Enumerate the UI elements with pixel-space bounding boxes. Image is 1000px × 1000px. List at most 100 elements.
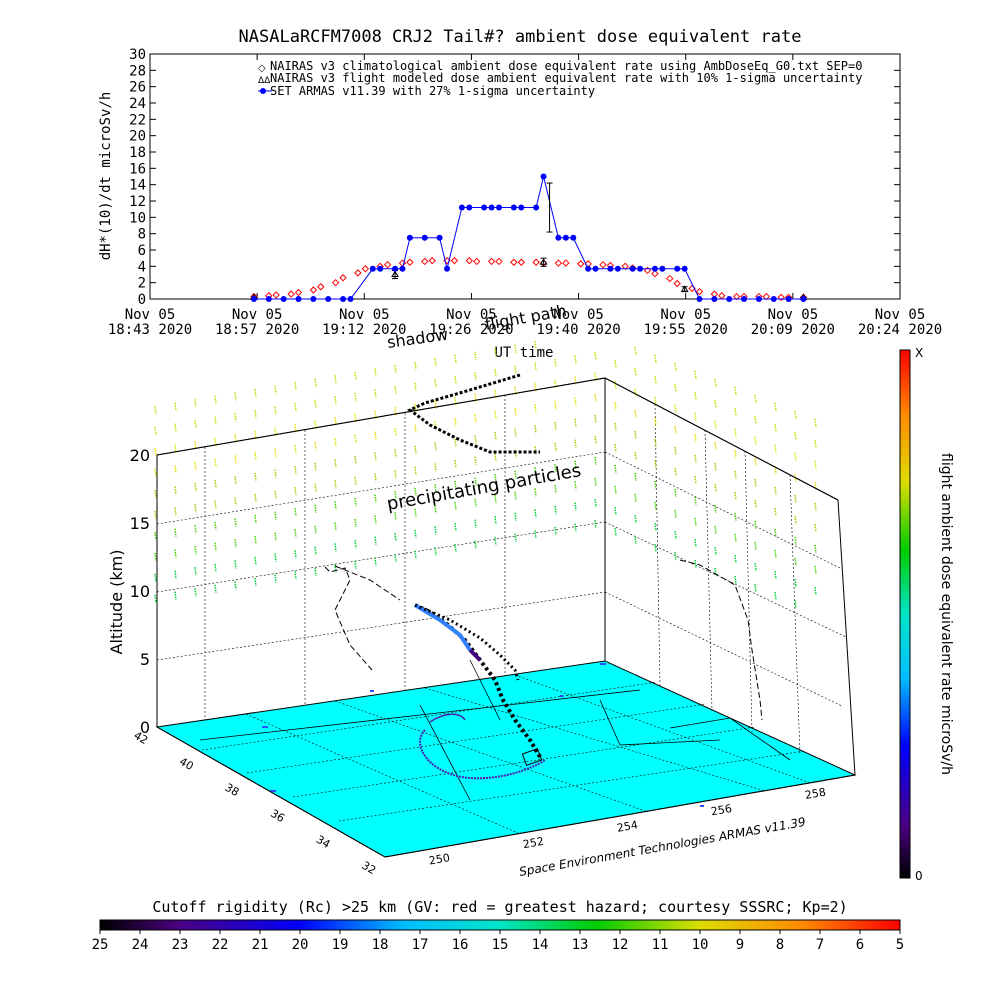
particle-dash [594, 351, 597, 361]
particle-dash [594, 435, 597, 445]
particle-dash [734, 470, 737, 480]
latitude-tick-label: 34 [314, 833, 333, 851]
particle-dash [634, 409, 637, 419]
particle-dash [554, 484, 557, 494]
particle-dash [574, 460, 577, 469]
particle-dash [274, 448, 277, 457]
particle-dash [294, 508, 297, 517]
particle-dash [354, 371, 357, 381]
armas-point [555, 234, 562, 241]
particle-dash [534, 404, 537, 413]
x-tick-label-time: 19:40 2020 [536, 322, 620, 338]
particle-dash [614, 401, 617, 411]
particle-dash [274, 427, 277, 436]
particle-dash [674, 551, 677, 561]
particle-dash [294, 403, 297, 412]
particle-dash [494, 390, 497, 399]
particle-dash [474, 456, 477, 465]
x-tick-label-time: 18:57 2020 [215, 322, 299, 338]
map-blue-specks [262, 663, 704, 807]
latitude-tick-label: 32 [359, 859, 378, 877]
particle-dash [754, 583, 757, 593]
longitude-tick-label: 254 [616, 818, 639, 834]
particle-dash [394, 365, 397, 374]
latitude-ticks: 32 34 36 38 40 42 [131, 729, 378, 877]
particle-dash [414, 529, 417, 538]
latitude-tick-label: 38 [223, 781, 242, 799]
particle-dash [814, 502, 817, 512]
legend-label-flight-modeled: NAIRAS v3 flight modeled dose ambient eq… [270, 71, 862, 85]
particle-dash [734, 491, 737, 501]
y-tick-label: 2 [138, 276, 146, 292]
climatological-point [294, 288, 303, 297]
flight-modeled-point [680, 285, 689, 292]
particle-dash [794, 557, 797, 567]
particle-dash [774, 507, 777, 517]
particle-dash [254, 409, 257, 419]
armas-point [377, 265, 384, 272]
armas-point [629, 265, 636, 272]
particle-dash [814, 460, 817, 470]
particle-dash [534, 341, 537, 350]
climatological-point [599, 260, 607, 269]
armas-line [253, 176, 804, 300]
particle-dash [254, 577, 257, 587]
particle-dash [174, 423, 177, 432]
armas-point [340, 296, 347, 302]
cutoff-rigidity-tick-label: 22 [212, 937, 229, 953]
particle-dash [314, 462, 317, 471]
cutoff-rigidity-tick-label: 11 [652, 937, 669, 953]
climatological-point [673, 279, 681, 288]
armas-point [696, 296, 703, 302]
latitude-tick-label: 42 [131, 729, 150, 747]
particle-dash [814, 565, 817, 575]
particle-dash [794, 515, 797, 525]
altitude-tick-label: 0 [140, 718, 150, 737]
particle-dash [434, 484, 437, 493]
armas-point [674, 265, 681, 272]
series-armas [250, 173, 807, 302]
climatological-point [576, 260, 585, 268]
armas-point [785, 296, 792, 302]
particle-dash [534, 383, 537, 392]
particle-dash [294, 445, 297, 454]
particle-dash [274, 553, 277, 562]
particle-dash [434, 358, 437, 367]
climatological-point [331, 278, 340, 287]
climatological-point [361, 265, 370, 273]
particle-dash [414, 403, 417, 412]
particle-dash [474, 498, 477, 507]
particle-dash [714, 462, 717, 472]
armas-point [659, 265, 666, 272]
particle-dash [534, 446, 537, 455]
particle-dash [294, 550, 297, 559]
climatological-point [762, 292, 771, 301]
particle-dash [454, 375, 457, 385]
particle-dash [294, 529, 297, 538]
particle-dash [294, 571, 297, 580]
particle-dash [214, 521, 217, 530]
particle-dash [654, 501, 657, 511]
particle-dash [254, 451, 257, 461]
shadow-path [419, 729, 546, 780]
particle-dash [574, 397, 577, 406]
particle-dash [734, 449, 737, 459]
particle-dash [554, 421, 557, 431]
particle-dash [654, 354, 657, 364]
cutoff-rigidity-tick-label: 7 [816, 937, 824, 953]
armas-point [325, 296, 332, 302]
altitude-tick-label: 5 [140, 650, 150, 669]
floor-grid [201, 674, 811, 835]
x-tick-label-time: 20:09 2020 [751, 322, 835, 338]
armas-point [741, 296, 748, 302]
particle-dash [474, 393, 477, 402]
particle-dash [734, 428, 737, 438]
particle-dash [754, 457, 757, 467]
particle-dash [654, 543, 657, 553]
legend-marker-circle [260, 88, 266, 94]
particle-dash [534, 362, 537, 371]
particle-dash [474, 414, 477, 423]
particle-dash [234, 392, 237, 401]
armas-point [347, 296, 354, 302]
